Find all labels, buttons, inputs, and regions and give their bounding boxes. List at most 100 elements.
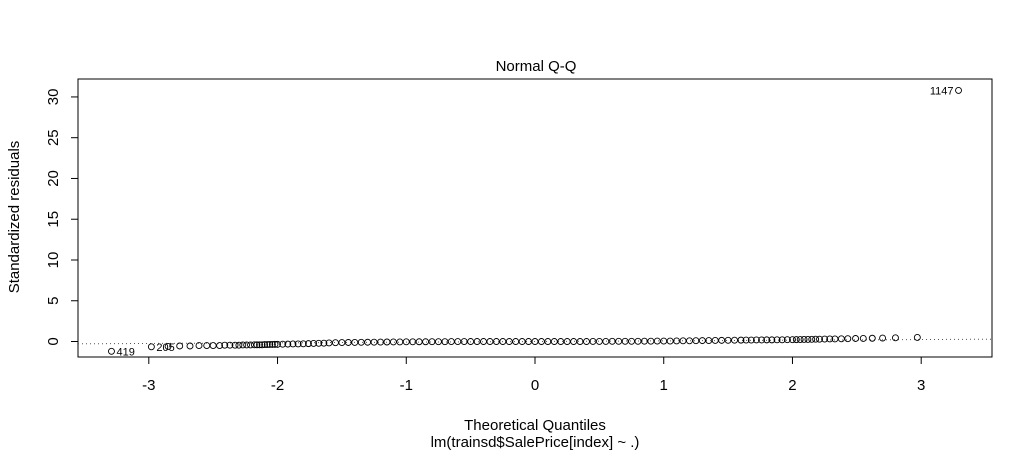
point-label: 1147 — [930, 85, 954, 97]
data-point — [415, 338, 423, 346]
y-tick-label: 25 — [45, 129, 62, 146]
x-tick-label: 3 — [917, 377, 925, 394]
data-point — [235, 341, 243, 349]
x-tick-label: -1 — [400, 377, 413, 394]
data-point — [602, 337, 610, 345]
data-point — [778, 336, 786, 344]
data-point — [844, 335, 852, 343]
data-point — [338, 339, 346, 347]
data-point — [763, 336, 771, 344]
y-tick-label: 10 — [45, 252, 62, 269]
data-point — [628, 337, 635, 345]
data-point — [747, 336, 755, 344]
data-point — [660, 337, 668, 345]
data-point — [796, 336, 804, 344]
data-point — [679, 337, 687, 345]
data-point — [226, 341, 234, 349]
data-point — [258, 341, 266, 349]
data-point — [621, 337, 629, 345]
data-point — [800, 336, 808, 343]
data-point — [221, 341, 229, 349]
data-point — [505, 338, 513, 345]
reference-line — [77, 338, 993, 345]
y-tick-label: 30 — [45, 89, 62, 106]
data-point — [274, 340, 281, 348]
data-point — [486, 338, 494, 345]
y-axis-title: Standardized residuals — [6, 141, 23, 294]
data-point — [742, 336, 750, 344]
data-point — [826, 335, 834, 343]
data-point — [868, 334, 876, 342]
y-tick-label: 15 — [45, 211, 62, 228]
data-point — [892, 334, 899, 342]
data-point — [304, 340, 312, 348]
data-point — [792, 336, 800, 344]
data-point — [634, 337, 642, 345]
data-point — [783, 336, 791, 344]
model-formula-caption: lm(trainsd$SalePrice[index] ~ .) — [431, 434, 640, 451]
data-point — [737, 336, 745, 344]
data-point — [537, 338, 545, 345]
point-label: 419 — [116, 346, 134, 358]
data-point — [250, 341, 258, 349]
data-point — [364, 338, 372, 346]
data-point — [955, 86, 962, 94]
data-point — [773, 336, 781, 344]
data-point — [447, 338, 455, 346]
data-point — [195, 342, 203, 350]
data-point — [563, 338, 571, 345]
data-point — [396, 338, 404, 346]
data-point — [389, 338, 397, 346]
point-label: 205 — [156, 342, 174, 354]
data-point — [263, 341, 271, 349]
data-point — [531, 338, 539, 345]
x-tick-label: 1 — [660, 377, 668, 394]
data-point — [718, 336, 726, 344]
data-point — [512, 338, 520, 345]
data-point — [859, 334, 867, 342]
data-point — [320, 339, 328, 347]
x-tick-label: -3 — [142, 377, 155, 394]
data-point — [357, 338, 365, 346]
data-point — [268, 340, 276, 348]
data-point — [271, 340, 279, 348]
data-point — [768, 336, 776, 344]
y-tick-label: 20 — [45, 170, 62, 187]
data-point — [310, 340, 318, 347]
data-point — [804, 335, 812, 343]
data-point — [289, 340, 297, 348]
data-point — [266, 340, 274, 348]
x-tick-label: -2 — [271, 377, 284, 394]
plot-frame — [77, 78, 993, 358]
data-point — [837, 335, 845, 343]
data-point — [261, 341, 269, 349]
data-point — [595, 337, 603, 345]
data-point — [253, 341, 261, 349]
data-point — [176, 342, 184, 350]
x-axis: -3 -2 -1 0 1 2 3 — [142, 356, 925, 394]
data-point — [789, 336, 796, 344]
data-point — [216, 342, 224, 350]
x-tick-label: 0 — [531, 377, 539, 394]
data-point — [808, 335, 816, 343]
data-point — [186, 342, 194, 350]
data-point — [812, 335, 820, 343]
data-point — [686, 337, 693, 345]
chart-title: Normal Q-Q — [496, 58, 577, 75]
data-point — [570, 338, 578, 345]
data-point — [284, 340, 292, 348]
data-point — [816, 335, 823, 343]
data-point — [108, 347, 115, 355]
y-tick-label: 5 — [45, 297, 62, 305]
data-point — [422, 338, 430, 346]
data-point — [256, 341, 263, 349]
data-point — [239, 341, 247, 349]
x-axis-title: Theoretical Quantiles — [464, 417, 606, 434]
data-point — [821, 335, 829, 343]
data-point — [332, 339, 339, 347]
data-point — [454, 338, 462, 346]
data-point — [299, 340, 307, 348]
qq-reference-line — [77, 338, 993, 345]
data-point — [653, 337, 661, 345]
data-point — [913, 333, 921, 341]
